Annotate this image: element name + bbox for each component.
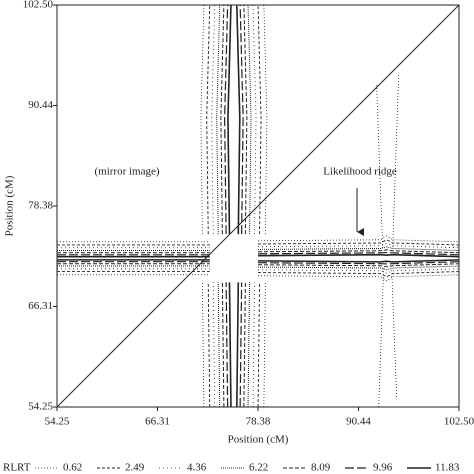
legend-label: 8.09 — [311, 462, 331, 474]
y-tick-label: 78.38 — [28, 199, 53, 211]
legend-label: 0.62 — [63, 462, 82, 474]
y-tick-label: 54.25 — [28, 401, 53, 413]
contour-line — [57, 246, 460, 251]
annotation: (mirror image) — [94, 166, 159, 178]
contour-line — [57, 268, 460, 274]
x-tick-label: 102.50 — [444, 416, 474, 428]
contour-line — [391, 268, 398, 398]
x-axis-label: Position (cM) — [228, 434, 289, 446]
contour-line — [257, 4, 262, 408]
contour-line — [263, 4, 268, 408]
contour-line — [247, 4, 252, 408]
contour-line — [235, 4, 241, 408]
contour-line — [220, 4, 225, 408]
contour-line — [378, 268, 385, 408]
x-tick-label: 90.44 — [346, 416, 371, 428]
contour-line — [239, 4, 244, 408]
y-tick-label: 102.50 — [23, 0, 54, 11]
contour-line — [57, 265, 460, 271]
contour-line — [57, 274, 460, 282]
contour-line — [392, 74, 400, 249]
contour-line — [57, 263, 460, 268]
contour-line — [57, 253, 460, 258]
x-tick-label: 78.38 — [246, 416, 271, 428]
contour-line — [376, 84, 384, 249]
annotation: Likelihood ridge — [323, 166, 397, 178]
x-tick-label: 54.25 — [45, 416, 70, 428]
contour-line — [57, 235, 460, 243]
contour-line — [206, 4, 211, 408]
contour-line — [57, 271, 460, 278]
legend-label: 6.22 — [249, 462, 268, 474]
y-axis-label: Position (cM) — [4, 175, 16, 236]
y-tick-label: 66.31 — [28, 300, 53, 312]
contour-line — [57, 239, 460, 246]
contours — [56, 4, 460, 408]
contour-line — [200, 4, 205, 408]
legend-label: 2.49 — [125, 462, 145, 474]
contour-line — [57, 251, 460, 256]
contour-line — [57, 261, 460, 265]
contour-line — [57, 242, 460, 249]
contour-line — [252, 4, 257, 408]
contour-line — [227, 4, 232, 408]
y-tick-label: 90.44 — [28, 99, 53, 111]
contour-line — [243, 4, 248, 408]
contour-line — [216, 4, 221, 408]
legend-title: RLRT — [3, 462, 31, 474]
legend-label: 4.36 — [187, 462, 207, 474]
legend-label: 9.96 — [373, 462, 393, 474]
contour-line — [224, 4, 229, 408]
contour-line — [211, 4, 216, 408]
contour-line — [57, 249, 460, 254]
x-tick-label: 66.31 — [145, 416, 170, 428]
diagonal — [56, 4, 460, 408]
legend-label: 11.83 — [435, 462, 460, 474]
contour-line — [57, 259, 460, 263]
